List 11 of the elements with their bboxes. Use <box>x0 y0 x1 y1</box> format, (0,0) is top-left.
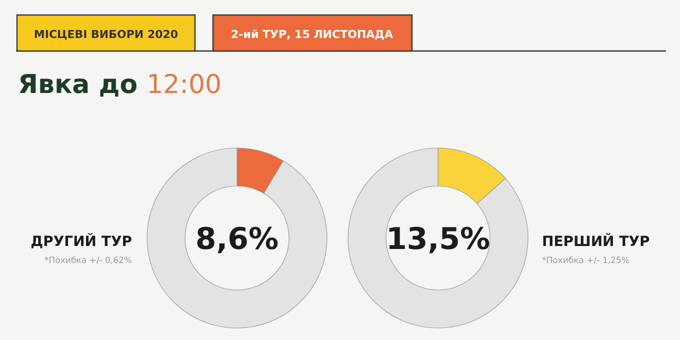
text: *Похибка +/- 0,62% <box>44 256 132 266</box>
text: ПЕРШИЙ ТУР <box>542 233 650 250</box>
donut-slice <box>348 148 528 328</box>
text: 8,6% <box>195 222 279 257</box>
donut-slice <box>146 148 328 328</box>
text: ДРУГИЙ ТУР <box>30 233 132 250</box>
text: МІСЦЕВІ ВИБОРИ 2020 <box>34 28 178 41</box>
text: 13,5% <box>386 222 490 257</box>
text: 2-ий ТУР, 15 ЛИСТОПАДА <box>231 28 394 41</box>
chart-title: Явка до 12:00 <box>18 70 222 100</box>
text: *Похибка +/- 1,25% <box>542 256 630 266</box>
